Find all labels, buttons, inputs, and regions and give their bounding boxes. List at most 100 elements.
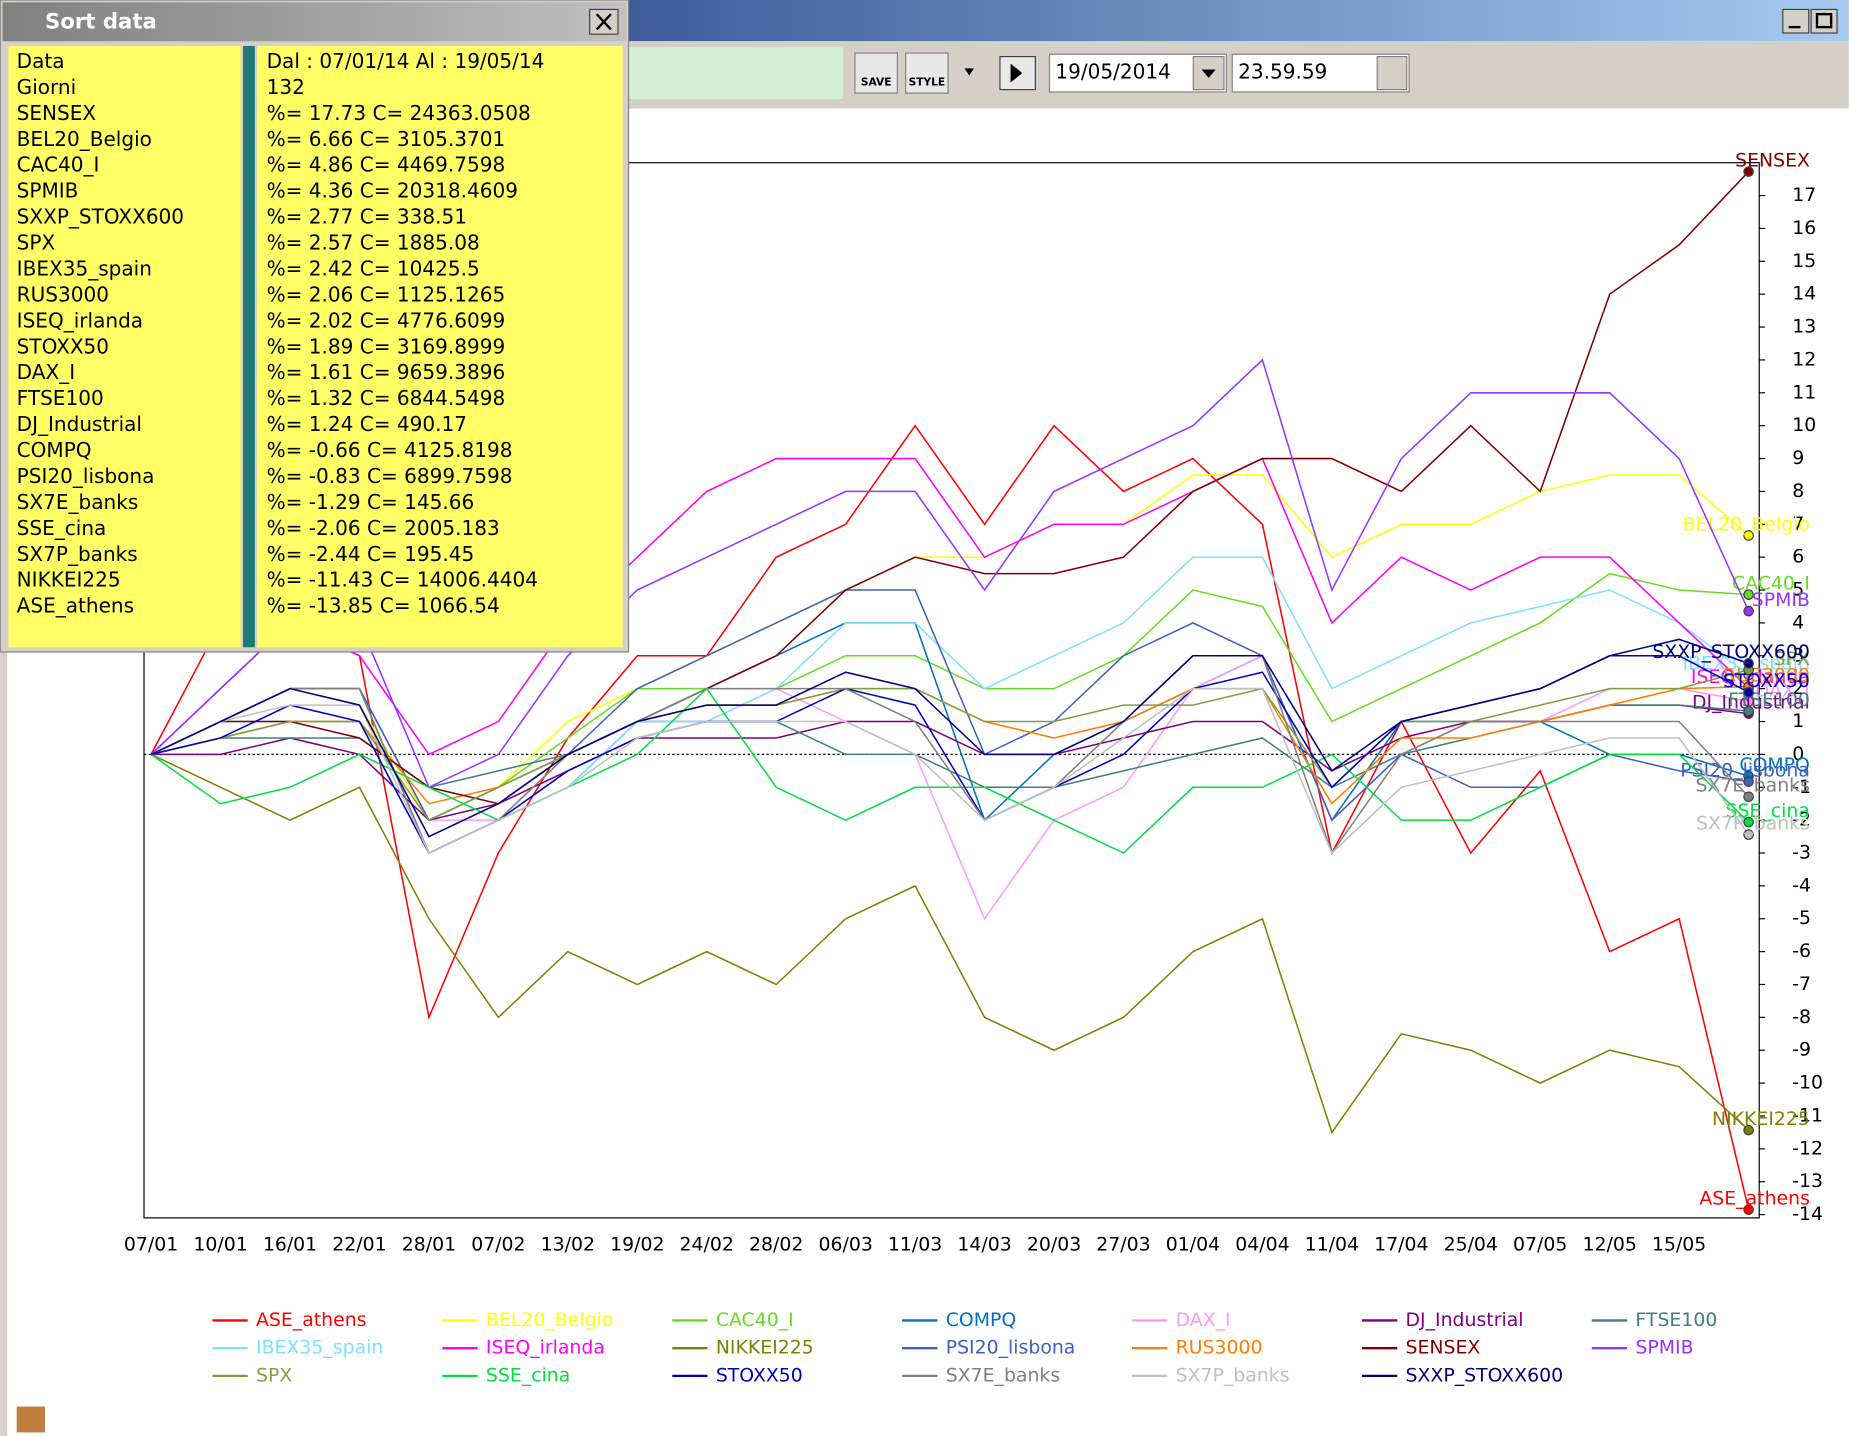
panel-value: %= 17.73 C= 24363.0508	[267, 101, 531, 125]
panel-key: DAX_I	[17, 360, 75, 384]
x-tick-label: 14/03	[957, 1234, 1011, 1256]
panel-key: SX7E_banks	[17, 490, 139, 514]
y-tick-label: 17	[1792, 184, 1816, 206]
panel-value: %= -2.44 C= 195.45	[267, 542, 475, 566]
y-tick-label: -12	[1792, 1137, 1823, 1159]
y-tick-label: 9	[1792, 447, 1804, 469]
panel-key: CAC40_I	[17, 153, 100, 177]
x-tick-label: 25/04	[1444, 1234, 1498, 1256]
panel-value: %= 1.32 C= 6844.5498	[267, 386, 506, 410]
end-label: SENSEX	[1735, 149, 1810, 171]
y-tick-label: -2	[1792, 809, 1811, 831]
panel-key: SSE_cina	[17, 516, 107, 540]
series-line	[150, 638, 1749, 838]
end-marker	[1743, 530, 1754, 541]
legend-label: BEL20_Belgio	[486, 1309, 613, 1331]
series-line	[150, 474, 1750, 822]
end-marker	[1743, 776, 1754, 787]
panel-key: SX7P_banks	[17, 542, 138, 566]
x-tick-label: 07/05	[1513, 1234, 1567, 1256]
legend-label: STOXX50	[716, 1364, 803, 1386]
legend-label: SSE_cina	[486, 1364, 570, 1386]
minimize-button[interactable]	[1782, 8, 1810, 34]
end-label: SXXP_STOXX600	[1652, 641, 1810, 663]
panel-value: %= -1.29 C= 145.66	[267, 490, 475, 514]
maximize-icon	[1815, 12, 1833, 29]
close-icon	[595, 13, 612, 31]
end-label: FTSE100	[1728, 689, 1810, 711]
style-label: STYLE	[909, 76, 946, 89]
legend-label: IBEX35_spain	[256, 1337, 383, 1359]
y-tick-label: 13	[1792, 316, 1816, 338]
panel-key: FTSE100	[17, 386, 104, 410]
panel-key: ASE_athens	[17, 594, 134, 618]
y-tick-label: 4	[1792, 611, 1804, 633]
y-tick-label: -4	[1792, 874, 1811, 896]
legend-label: SPMIB	[1635, 1337, 1693, 1359]
y-tick-label: -10	[1792, 1072, 1823, 1094]
end-marker	[1743, 658, 1754, 669]
y-tick-label: -6	[1792, 940, 1811, 962]
save-label: SAVE	[861, 76, 892, 89]
end-marker	[1743, 589, 1754, 600]
x-tick-label: 24/02	[680, 1234, 734, 1256]
legend-label: ASE_athens	[256, 1309, 367, 1331]
panel-key: Data	[17, 49, 65, 73]
legend-label: CAC40_I	[716, 1309, 794, 1331]
legend-label: SX7P_banks	[1176, 1364, 1290, 1386]
save-button[interactable]	[854, 52, 898, 94]
legend-label: PSI20_lisbona	[946, 1337, 1076, 1359]
series-line	[150, 457, 1750, 756]
series-line	[150, 753, 1750, 1135]
y-tick-label: 10	[1792, 414, 1816, 436]
y-tick-label: -1	[1792, 776, 1811, 798]
y-tick-label: -3	[1792, 842, 1811, 864]
panel-key: PSI20_lisbona	[17, 464, 155, 488]
panel-value: %= 1.61 C= 9659.3896	[267, 360, 506, 384]
y-tick-label: 7	[1792, 513, 1804, 535]
panel-value: %= -13.85 C= 1066.54	[267, 594, 500, 618]
y-tick-label: -13	[1792, 1170, 1823, 1192]
legend-label: RUS3000	[1176, 1337, 1263, 1359]
panel-value: %= 2.77 C= 338.51	[267, 205, 467, 229]
panel-key: STOXX50	[17, 334, 109, 358]
x-tick-label: 06/03	[818, 1234, 872, 1256]
y-tick-label: 1	[1792, 710, 1804, 732]
plot: -14-13-12-11-10-9-8-7-6-5-4-3-2-10123456…	[124, 149, 1823, 1386]
toolbar-field	[625, 47, 844, 100]
series-line	[150, 655, 1750, 855]
y-tick-label: 11	[1792, 381, 1816, 403]
key-column	[8, 45, 241, 648]
style-dropdown[interactable]	[964, 68, 975, 76]
y-tick-label: 6	[1792, 546, 1804, 568]
y-tick-label: 12	[1792, 348, 1816, 370]
end-marker	[1743, 1204, 1754, 1215]
end-label: PSI20_lisbona	[1680, 760, 1810, 782]
panel-key: BEL20_Belgio	[17, 127, 152, 151]
time-spinner[interactable]	[1376, 56, 1408, 91]
series-line	[150, 589, 1749, 822]
end-label: SPX	[1774, 648, 1810, 670]
end-label: NIKKEI225	[1712, 1108, 1810, 1130]
series-line	[150, 358, 1750, 789]
end-label: ISEQ_irlanda	[1691, 666, 1810, 688]
x-tick-label: 11/04	[1305, 1234, 1359, 1256]
panel-value: %= 2.42 C= 10425.5	[267, 256, 480, 280]
end-label: SSE_cina	[1725, 800, 1809, 822]
x-tick-label: 04/04	[1235, 1234, 1289, 1256]
panel-value: %= -0.66 C= 4125.8198	[267, 438, 513, 462]
y-tick-label: -7	[1792, 973, 1811, 995]
x-tick-label: 16/01	[263, 1234, 317, 1256]
y-tick-label: 5	[1792, 579, 1804, 601]
y-tick-label: 2	[1792, 677, 1804, 699]
style-button[interactable]	[905, 52, 949, 94]
panel-value: %= 2.06 C= 1125.1265	[267, 282, 506, 306]
y-tick-label: -5	[1792, 907, 1811, 929]
date-value: 19/05/2014	[1055, 60, 1170, 84]
panel-value: %= 6.66 C= 3105.3701	[267, 127, 506, 151]
x-tick-label: 01/04	[1166, 1234, 1220, 1256]
panel-key: SXXP_STOXX600	[17, 205, 184, 229]
end-label: SX7P_banks	[1696, 812, 1810, 834]
end-marker	[1743, 1124, 1754, 1136]
panel-key: SPMIB	[17, 179, 79, 203]
